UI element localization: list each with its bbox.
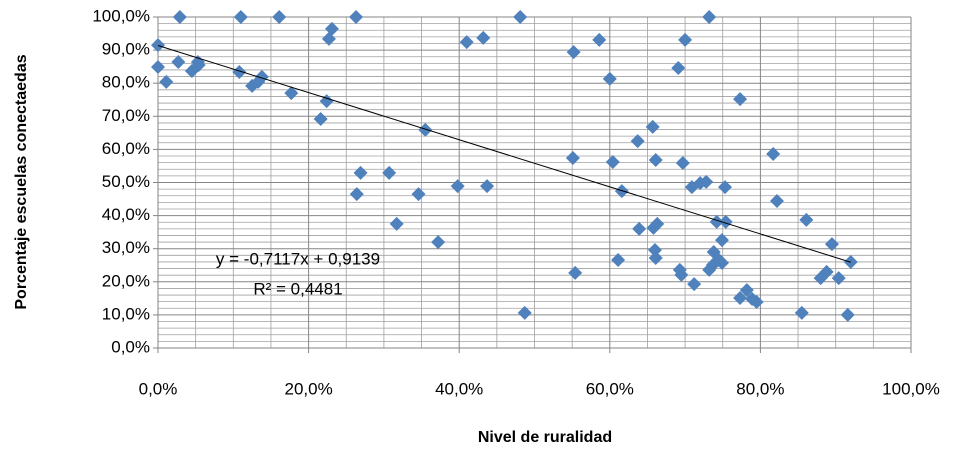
y-tick-label: 100,0% [92, 6, 150, 25]
y-tick-label: 70,0% [102, 106, 150, 125]
point [739, 283, 754, 298]
point [648, 250, 663, 265]
point [831, 271, 846, 286]
point [233, 10, 248, 24]
point [819, 264, 834, 279]
point [191, 57, 206, 72]
point [714, 255, 729, 270]
point [674, 267, 689, 282]
point [324, 21, 339, 36]
point [272, 10, 287, 24]
y-axis-title: Porcentaje escuelas conectaedas [13, 54, 30, 309]
point [799, 212, 814, 227]
point [349, 10, 364, 24]
point [687, 277, 702, 292]
point [630, 134, 645, 149]
point [151, 59, 165, 74]
y-tick-label: 90,0% [102, 40, 150, 59]
point [706, 245, 721, 260]
point [840, 307, 855, 322]
point [568, 265, 583, 280]
x-tick-label: 40,0% [435, 379, 483, 398]
point [671, 60, 686, 75]
point [714, 233, 729, 248]
point [565, 151, 580, 166]
y-tick-label: 30,0% [102, 238, 150, 257]
point [232, 64, 247, 79]
point [389, 216, 404, 231]
point [699, 174, 714, 189]
point [284, 86, 299, 101]
point [480, 179, 495, 194]
point [254, 69, 269, 84]
point [418, 122, 433, 137]
y-tick-label: 80,0% [102, 73, 150, 92]
point [605, 154, 620, 169]
y-tick-label: 50,0% [102, 172, 150, 191]
x-tick-label: 60,0% [586, 379, 634, 398]
point [824, 237, 839, 252]
point [675, 155, 690, 170]
point [709, 214, 724, 229]
point [602, 71, 617, 86]
y-tick-label: 10,0% [102, 304, 150, 323]
point [794, 305, 809, 320]
point [702, 10, 717, 24]
point [382, 165, 397, 180]
point [766, 147, 781, 162]
y-tick-label: 20,0% [102, 271, 150, 290]
point [411, 187, 426, 202]
trend-r2: R² = 0,4481 [253, 279, 342, 298]
point [476, 30, 491, 45]
point [517, 305, 532, 320]
point [645, 119, 660, 134]
y-tick-label: 60,0% [102, 139, 150, 158]
point [313, 111, 328, 126]
x-tick-label: 0,0% [139, 379, 178, 398]
point [611, 252, 626, 267]
point [718, 214, 733, 229]
y-tick-label: 40,0% [102, 205, 150, 224]
point [718, 180, 733, 195]
point [431, 235, 446, 250]
point [648, 152, 663, 167]
x-tick-label: 100,0% [882, 379, 940, 398]
point [159, 74, 174, 89]
point [733, 92, 748, 107]
point [678, 32, 693, 47]
point [459, 35, 474, 50]
point [749, 294, 764, 309]
point [353, 165, 368, 180]
x-tick-label: 20,0% [284, 379, 332, 398]
x-tick-label: 80,0% [736, 379, 784, 398]
point [733, 291, 748, 306]
x-axis-title: Nivel de ruralidad [478, 429, 612, 446]
point [172, 10, 187, 24]
point [349, 187, 364, 202]
point [632, 221, 647, 236]
y-tick-label: 0,0% [111, 337, 150, 356]
trendline [157, 45, 851, 263]
point [566, 45, 581, 60]
point [171, 55, 186, 70]
point [769, 194, 784, 209]
point [650, 216, 665, 231]
trend-equation: y = -0,7117x + 0,9139 [216, 249, 380, 268]
point [592, 32, 607, 47]
point [647, 243, 662, 258]
point [450, 179, 465, 194]
point [513, 10, 528, 24]
point [151, 38, 165, 53]
